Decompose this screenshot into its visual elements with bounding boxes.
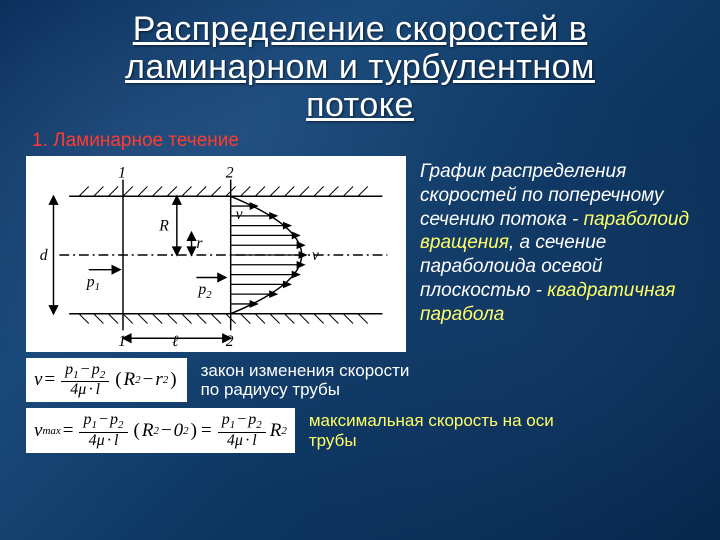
svg-text:d: d (40, 247, 48, 264)
section-heading: 1. Ламинарное течение (32, 130, 694, 152)
title-line-1: Распределение скоростей в (133, 10, 588, 48)
title-line-3: потоке (306, 86, 414, 124)
svg-text:ℓ: ℓ (172, 333, 179, 348)
svg-text:p1: p1 (86, 274, 100, 294)
formula-max-velocity: vmax = p1−p2 4μ·l (R2−02) = p1−p2 4μ·l R… (26, 408, 295, 452)
formula-2-note: максимальная скорость на оси трубы (309, 411, 569, 450)
title-line-2: ламинарном и турбулентном (125, 48, 595, 86)
svg-text:2: 2 (226, 333, 234, 348)
page-title: Распределение скоростей в ламинарном и т… (26, 10, 694, 124)
svg-text:v: v (236, 206, 243, 223)
svg-text:r: r (196, 235, 203, 252)
description-text: График распределения скоростей по попере… (420, 156, 694, 326)
pipe-diagram-svg: d R r v v p1 p2 1 2 1 2 ℓ (30, 162, 402, 348)
flow-diagram: d R r v v p1 p2 1 2 1 2 ℓ (26, 156, 406, 352)
svg-text:1: 1 (118, 333, 126, 348)
svg-text:v: v (312, 247, 319, 264)
svg-text:1: 1 (118, 165, 126, 182)
formula-1-note: закон изменения скорости по радиусу труб… (201, 361, 411, 400)
svg-text:p2: p2 (197, 281, 212, 301)
svg-text:2: 2 (226, 165, 234, 182)
formula-velocity: v = p1−p2 4μ·l (R2−r2) (26, 358, 187, 402)
svg-text:R: R (158, 218, 169, 235)
